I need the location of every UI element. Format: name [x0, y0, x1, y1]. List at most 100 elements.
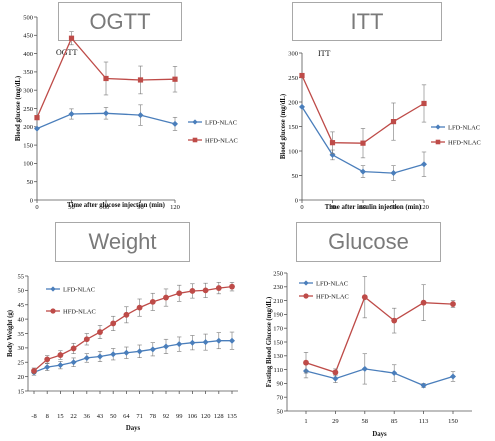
data-point: [57, 362, 64, 369]
legend-entry: HFD-NLAC: [188, 137, 238, 144]
y-tick-label: 35: [18, 331, 25, 338]
data-point: [202, 287, 209, 294]
data-point: [229, 337, 235, 344]
data-point: [360, 140, 366, 146]
series-lfd-nlac: [31, 331, 235, 376]
y-tick-label: 210: [273, 298, 283, 305]
legend-entry: LFD-NLAC: [299, 280, 348, 287]
y-tick-label: 130: [273, 353, 283, 360]
glucose-banner: Glucose: [296, 222, 441, 262]
y-axis-title: Blood glucose (mg/dL): [280, 94, 287, 159]
x-tick-label: 15: [57, 413, 64, 420]
x-axis-title: Time after glucose injection (min): [67, 202, 165, 209]
y-tick-label: 250: [273, 270, 283, 277]
legend-label: LFD-NLAC: [205, 119, 237, 126]
data-point: [420, 299, 427, 306]
legend-label: HFD-NLAC: [316, 293, 349, 300]
data-point: [303, 359, 309, 366]
series-lfd-nlac: [303, 353, 456, 389]
data-point: [103, 75, 109, 82]
x-tick-label: 58: [362, 418, 369, 425]
x-tick-label: 36: [84, 413, 91, 420]
legend-label: LFD-NLAC: [63, 286, 95, 293]
y-tick-label: 150: [23, 142, 33, 149]
data-point: [360, 168, 366, 175]
legend-marker: [192, 137, 198, 143]
x-tick-label: 0: [300, 204, 303, 211]
y-tick-label: 45: [18, 302, 25, 309]
data-point: [361, 365, 368, 372]
chart-ogtt: 0 50 100 150 200 250 300 350 400 450 500 0 30 60 90 120…: [15, 14, 238, 211]
data-point: [44, 356, 51, 363]
y-tick-label: 50: [277, 408, 284, 415]
y-tick-label: 0: [295, 197, 298, 204]
y-tick-label: 150: [288, 124, 298, 131]
x-tick-label: 43: [97, 413, 104, 420]
legend-entry: HFD-NLAC: [46, 308, 96, 315]
data-point: [83, 336, 90, 343]
data-point: [176, 341, 183, 348]
y-tick-label: 50: [18, 288, 25, 295]
y-tick-label: 400: [23, 51, 33, 58]
data-point: [97, 353, 103, 360]
x-tick-label: 64: [123, 413, 130, 420]
data-point: [68, 35, 75, 41]
x-tick-label: 120: [201, 413, 211, 420]
data-point: [136, 304, 143, 311]
legend-marker: [435, 139, 441, 145]
data-point: [136, 348, 143, 355]
data-point: [110, 351, 117, 358]
x-tick-label: 120: [170, 204, 180, 211]
legend-marker: [435, 124, 441, 130]
data-point: [215, 285, 222, 291]
legend-label: LFD-NLAC: [448, 124, 480, 131]
x-tick-label: 50: [110, 413, 117, 420]
y-axis-title: Body Weight (g): [7, 310, 14, 357]
data-point: [123, 311, 130, 318]
x-axis-title: Time after insulin injection (min): [325, 204, 421, 211]
data-point: [420, 382, 427, 389]
data-point: [450, 301, 456, 307]
data-point: [103, 110, 109, 117]
y-tick-label: 150: [273, 339, 283, 346]
data-point: [391, 317, 398, 324]
x-tick-label: 99: [176, 413, 183, 420]
legend-label: LFD-NLAC: [316, 280, 348, 287]
data-point: [361, 294, 368, 301]
data-point: [421, 100, 427, 107]
y-tick-label: 15: [18, 388, 25, 395]
y-tick-label: 50: [292, 173, 299, 180]
x-axis-title: Days: [126, 425, 141, 432]
series-hfd-nlac: [34, 31, 178, 121]
x-axis-title: Days: [372, 431, 387, 438]
x-tick-label: 22: [70, 413, 77, 420]
data-point: [57, 352, 64, 358]
data-point: [332, 369, 339, 376]
x-tick-label: 60: [103, 204, 110, 211]
y-tick-label: 110: [273, 367, 283, 374]
data-point: [332, 375, 339, 382]
chart-inner-title: ITT: [318, 49, 331, 58]
chart-weight: 15 20 25 30 35 40 45 50 55 -8 8 15 22 36 43 50 64 71 78 92 9…: [7, 273, 238, 432]
weight-banner: Weight: [55, 222, 190, 262]
y-tick-label: 20: [18, 374, 25, 381]
data-point: [70, 359, 77, 366]
legend-entry: LFD-NLAC: [431, 124, 480, 131]
x-tick-label: 78: [150, 413, 157, 420]
legend-entry: HFD-NLAC: [431, 139, 481, 146]
series-hfd-nlac: [31, 282, 235, 375]
series-line: [33, 340, 232, 373]
legend-label: HFD-NLAC: [205, 137, 238, 144]
data-point: [215, 337, 222, 344]
x-tick-label: 90: [390, 204, 397, 211]
data-point: [229, 283, 235, 290]
data-point: [70, 345, 77, 352]
data-point: [163, 294, 169, 301]
y-tick-label: 90: [277, 381, 284, 388]
y-tick-label: 500: [23, 14, 33, 21]
data-point: [149, 346, 156, 353]
data-point: [97, 329, 103, 335]
legend-marker: [303, 293, 309, 299]
data-point: [202, 339, 209, 346]
data-point: [189, 339, 196, 346]
